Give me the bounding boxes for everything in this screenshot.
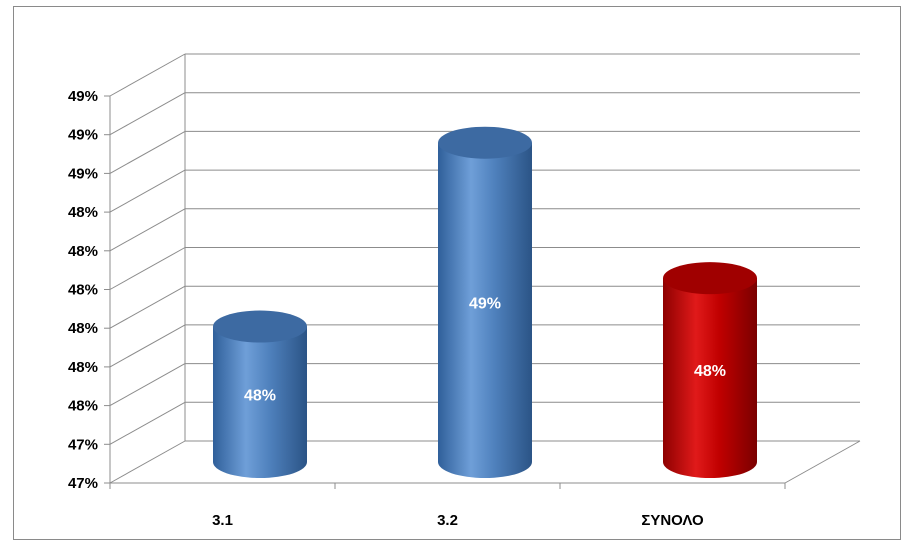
y-tick-label: 49% [68,127,98,144]
y-tick-label: 48% [68,243,98,260]
side-wall-gridline [109,401,186,445]
side-wall-gridline [109,285,186,329]
side-wall-gridline [109,208,186,252]
side-wall-gridline [109,169,186,213]
bar-cylinder: 48% [663,262,757,478]
side-wall-gridline [109,247,186,290]
bar-body [663,278,757,478]
y-tick-label: 48% [68,282,98,299]
side-wall-gridline [109,53,186,97]
y-tick-label: 48% [68,204,98,221]
bar-top [213,310,307,343]
y-tick-label: 48% [68,398,98,415]
side-wall-gridline [109,324,186,368]
y-tick-label: 49% [68,165,98,182]
x-category-label: ΣΥΝΟΛΟ [641,512,704,529]
y-tick-label: 49% [68,88,98,105]
side-wall-gridline [109,440,186,484]
bar-top [438,126,532,159]
bar-body [213,326,307,478]
y-tick-label: 48% [68,359,98,376]
bar-cylinder: 49% [438,126,532,478]
data-label: 48% [244,387,276,404]
y-tick-label: 47% [68,475,98,492]
x-category-label: 3.2 [437,512,458,529]
bar-top [663,262,757,295]
bar-body [438,142,532,478]
bar-cylinder: 48% [213,310,307,478]
data-label: 48% [694,363,726,380]
y-tick-label: 47% [68,436,98,453]
x-category-label: 3.1 [212,512,233,529]
floor-right-edge [784,440,861,484]
x-axis-categories: 3.1 3.2 ΣΥΝΟΛΟ [109,483,786,529]
side-wall-gridline [109,130,186,174]
y-axis-ticks: 47% 47% 48% 48% 48% 48% 48% 48% 49% 49% 49% [68,88,98,492]
side-wall-gridline [109,92,186,136]
data-label: 49% [469,295,501,312]
y-tick-label: 48% [68,320,98,337]
side-wall-gridline [109,363,186,407]
bars: 48% 49% 48% [213,126,757,478]
